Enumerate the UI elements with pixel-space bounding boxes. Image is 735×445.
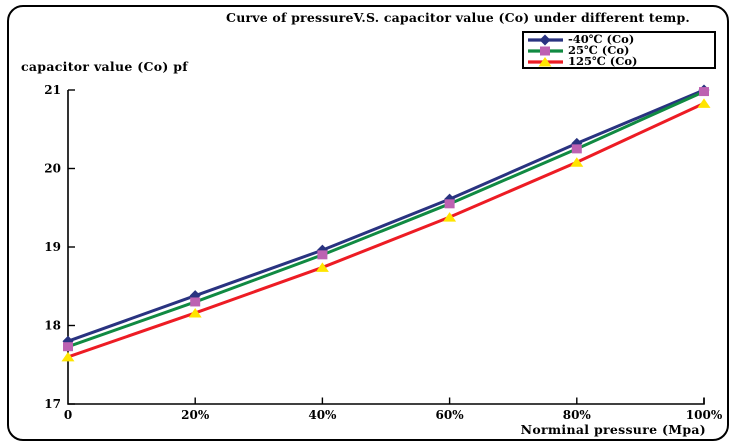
y-tick-label: 17 xyxy=(44,397,61,411)
y-axis-title: capacitor value (Co) pf xyxy=(21,59,188,74)
x-tick-label: 20% xyxy=(181,408,210,422)
x-tick-label: 100% xyxy=(686,408,723,422)
legend-swatch-triangle xyxy=(528,56,563,66)
legend-item: -40℃ (Co) xyxy=(528,32,712,46)
x-tick-label: 0 xyxy=(64,408,72,422)
legend-swatch-diamond xyxy=(528,34,563,45)
x-tick-label: 40% xyxy=(308,408,337,422)
marker-triangle xyxy=(570,157,584,167)
y-tick-label: 21 xyxy=(44,83,61,97)
y-tick-label: 20 xyxy=(44,162,61,176)
series-line xyxy=(67,101,705,359)
legend-item: 125℃ (Co) xyxy=(528,54,712,68)
marker-triangle xyxy=(443,212,457,222)
marker-triangle xyxy=(538,56,552,66)
marker-square xyxy=(63,342,73,352)
marker-triangle xyxy=(61,351,75,362)
series-line xyxy=(67,88,705,343)
legend-item: 25℃ (Co) xyxy=(528,43,712,57)
legend-label: -40℃ (Co) xyxy=(568,32,635,46)
x-tick-label: 60% xyxy=(436,408,465,422)
marker-triangle xyxy=(188,307,202,318)
marker-triangle xyxy=(697,98,711,108)
marker-square xyxy=(317,250,328,260)
marker-square xyxy=(699,87,709,97)
legend-label: 125℃ (Co) xyxy=(568,54,638,68)
marker-square xyxy=(571,144,582,154)
y-tick-label: 19 xyxy=(44,240,61,254)
legend-label: 25℃ (Co) xyxy=(568,43,630,57)
chart-title: Curve of pressureV.S. capacitor value (C… xyxy=(226,10,690,25)
legend: -40℃ (Co) 25℃ (Co) 125℃ (Co) xyxy=(522,31,716,69)
legend-swatch-square xyxy=(528,46,563,55)
marker-square xyxy=(190,297,201,307)
marker-diamond xyxy=(539,34,551,45)
x-axis-title: Norminal pressure (Mpa) xyxy=(520,422,706,437)
series-line xyxy=(67,90,705,349)
marker-square xyxy=(540,46,550,55)
marker-triangle xyxy=(315,262,329,272)
y-tick-label: 18 xyxy=(44,319,61,333)
axes xyxy=(67,90,705,405)
x-tick-label: 80% xyxy=(563,408,592,422)
marker-square xyxy=(444,199,455,209)
